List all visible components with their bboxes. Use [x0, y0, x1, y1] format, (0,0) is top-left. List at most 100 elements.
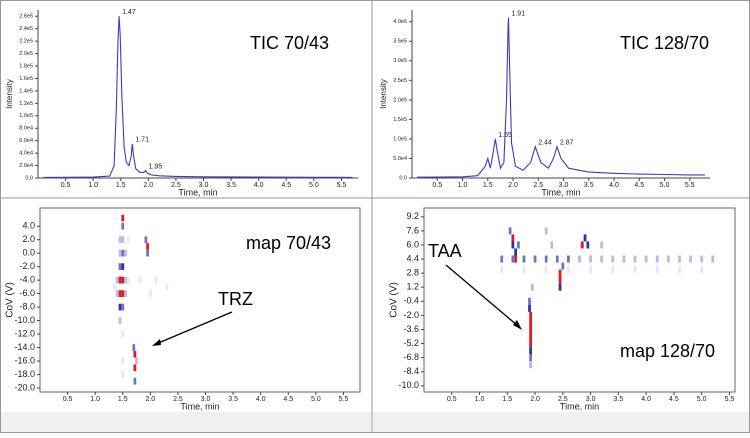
y-tick-label: 2.0e4	[19, 163, 33, 169]
control-strip	[373, 412, 749, 432]
x-tick-label: 3.0	[199, 182, 209, 189]
heat-cell	[567, 266, 570, 274]
annotation: TAA	[428, 241, 462, 261]
peak-label: 1.91	[511, 11, 525, 18]
heat-cell	[555, 255, 559, 263]
heat-cell	[121, 276, 125, 284]
y-tick-label: -3.6	[403, 324, 419, 334]
y-tick-label: 2.5e5	[393, 78, 407, 84]
heat-cell	[154, 276, 158, 284]
x-tick-label: 3.5	[614, 396, 624, 403]
x-tick-label: 2.0	[145, 396, 155, 403]
y-tick-label: -14.0	[14, 342, 35, 352]
x-tick-label: 4.5	[669, 396, 679, 403]
y-tick-label: -6.8	[403, 352, 419, 362]
y-tick-label: -0.4	[403, 296, 419, 306]
x-tick-label: 2.5	[558, 396, 568, 403]
y-tick-label: 2.2e5	[19, 39, 33, 45]
y-tick-label: 9.2	[406, 211, 419, 221]
heat-cell	[529, 354, 533, 362]
heat-cell	[666, 255, 670, 263]
heat-cell	[133, 377, 137, 385]
heat-cell	[517, 241, 520, 249]
heat-cell	[633, 255, 637, 263]
x-tick-label: 3.0	[559, 182, 569, 189]
heat-cell	[528, 304, 531, 312]
y-tick-label: -6.0	[19, 288, 35, 298]
y-tick-label: 1.8e5	[19, 63, 33, 69]
y-axis-label: Intensity	[5, 79, 14, 109]
y-tick-label: 2.0e5	[19, 51, 33, 57]
heat-cell	[611, 266, 615, 274]
heat-cell	[126, 276, 130, 284]
heat-cell	[511, 234, 515, 242]
heat-cell	[689, 255, 692, 263]
heat-cell	[558, 283, 562, 291]
y-tick-label: 1.0e5	[19, 113, 33, 119]
x-axis-label: Time, min	[178, 187, 217, 197]
x-tick-label: 4.5	[281, 182, 291, 189]
y-tick-label: 4.4	[406, 253, 419, 263]
y-tick-label: -8.0	[19, 301, 35, 311]
y-tick-label: 0.0	[25, 175, 33, 181]
heat-cell	[678, 266, 681, 274]
heat-cell	[121, 236, 125, 244]
x-tick-label: 2.5	[173, 396, 183, 403]
x-tick-label: 4.0	[256, 396, 266, 403]
heat-cell	[529, 361, 533, 369]
y-tick-label: 7.6	[406, 225, 419, 235]
heat-cell	[121, 222, 125, 230]
heat-cell	[578, 255, 581, 263]
y-tick-label: 6.0e4	[19, 138, 33, 144]
panel-label: map 70/43	[246, 233, 331, 253]
y-tick-label: 1.2	[406, 282, 419, 292]
heat-cell	[611, 255, 615, 263]
x-tick-label: 2.5	[171, 182, 181, 189]
peak-label: 2.44	[538, 140, 552, 147]
x-tick-label: 1.0	[475, 396, 485, 403]
y-tick-label: 2.8	[406, 268, 419, 278]
peak-label: 1.71	[135, 137, 149, 144]
x-tick-label: 5.0	[311, 396, 321, 403]
heat-cell	[529, 311, 533, 319]
heat-cell	[121, 263, 125, 271]
heat-cell	[622, 255, 626, 263]
heat-cell	[118, 236, 122, 244]
y-tick-label: 4.0e4	[19, 151, 33, 157]
arrowhead	[152, 339, 161, 346]
heat-cell	[118, 303, 122, 311]
x-tick-label: 5.5	[339, 396, 349, 403]
heat-cell	[121, 303, 125, 311]
x-tick-label: 1.0	[458, 182, 468, 189]
y-tick-label: 1.6e5	[19, 76, 33, 82]
y-tick-label: 3.0e5	[393, 58, 407, 64]
plot-frame	[39, 207, 361, 393]
heat-cell	[500, 255, 504, 263]
y-tick-label: 1.2e5	[19, 101, 33, 107]
x-tick-label: 2.0	[508, 182, 518, 189]
heat-cell	[514, 255, 518, 263]
heat-cell	[589, 266, 592, 274]
heat-cell	[514, 248, 518, 256]
x-tick-label: 5.0	[660, 182, 670, 189]
heat-cell	[121, 290, 125, 297]
heat-cell	[118, 263, 122, 271]
heat-cell	[135, 357, 138, 365]
panel-label: TIC 128/70	[620, 33, 709, 53]
x-tick-label: 0.5	[61, 182, 71, 189]
heat-cell	[558, 269, 562, 277]
heat-cell	[118, 317, 122, 324]
control-strip	[1, 412, 371, 432]
plot-frame	[423, 207, 736, 393]
heat-cell	[124, 249, 127, 257]
heat-cell	[533, 255, 537, 263]
y-tick-label: -8.4	[403, 366, 419, 376]
x-tick-label: 1.5	[483, 182, 493, 189]
x-tick-label: 3.0	[586, 396, 596, 403]
heat-cell	[118, 249, 122, 257]
x-tick-label: 0.5	[432, 182, 442, 189]
heat-cell	[600, 255, 604, 263]
heat-cell	[580, 241, 584, 249]
x-tick-label: 1.0	[90, 396, 100, 403]
